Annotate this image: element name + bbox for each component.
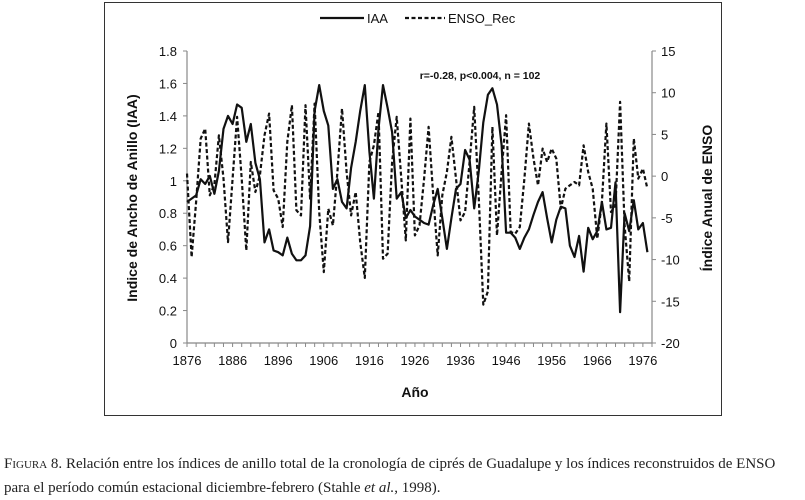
series-line-enso-rec: [185, 100, 649, 306]
series-line-iaa: [186, 83, 649, 314]
y-tick-label: 1.8: [159, 44, 177, 59]
y-tick-label: 1.2: [159, 141, 177, 156]
y-tick-label: 0: [170, 336, 177, 351]
chart: 1876 1886 1896 1906 1916 1926 1936 1946 1956 1966…: [124, 11, 715, 400]
y2-tick-label: 15: [661, 44, 675, 59]
y2-tick-label: -10: [661, 253, 680, 268]
y-tick-label: 0.2: [159, 304, 177, 319]
y-tick-label: 1: [170, 174, 177, 189]
y2-tick-label: -20: [661, 336, 680, 351]
x-axis-label: Año: [401, 384, 428, 400]
x-tick-label: 1976: [628, 353, 657, 368]
y-tick-label: 0.6: [159, 239, 177, 254]
x-tick-label: 1906: [309, 353, 338, 368]
y-tick-label: 0.8: [159, 206, 177, 221]
y2-tick-label: 5: [661, 127, 668, 142]
legend: IAA ENSO_Rec: [320, 11, 516, 26]
y2-tick-label: 10: [661, 86, 675, 101]
y-tick-label: 0.4: [159, 271, 177, 286]
x-tick-label: 1956: [537, 353, 566, 368]
series-lines: [185, 83, 649, 314]
x-tick-label: 1876: [173, 353, 202, 368]
y2-axis-label: Índice Anual de ENSO: [699, 125, 715, 272]
caption-text: , 1998).: [394, 480, 441, 496]
caption-label: Figura 8.: [4, 456, 63, 472]
caption-text: para el período común estacional diciemb…: [4, 480, 365, 496]
x-tick-label: 1886: [218, 353, 247, 368]
x-tick-label: 1896: [264, 353, 293, 368]
figure-caption: Figura 8. Relación entre los índices de …: [4, 452, 804, 500]
caption-enso: ENSO: [736, 456, 776, 472]
x-tick-label: 1946: [492, 353, 521, 368]
axes: 1876 1886 1896 1906 1916 1926 1936 1946 1956 1966…: [159, 44, 680, 368]
y2-tick-label: -15: [661, 294, 680, 309]
legend-iaa-label: IAA: [367, 11, 388, 26]
x-tick-label: 1916: [355, 353, 384, 368]
y-tick-label: 1.4: [159, 109, 177, 124]
correlation-annotation: r=-0.28, p<0.004, n = 102: [420, 70, 541, 82]
x-tick-label: 1966: [583, 353, 612, 368]
x-tick-label: 1926: [400, 353, 429, 368]
legend-enso-label: ENSO_Rec: [448, 11, 516, 26]
y2-tick-label: -5: [661, 211, 673, 226]
y2-tick-label: 0: [661, 169, 668, 184]
x-tick-label: 1936: [446, 353, 475, 368]
caption-etal: et al.: [364, 480, 395, 496]
figure-frame: [104, 2, 722, 416]
y-tick-label: 1.6: [159, 76, 177, 91]
y-axis-label: Indice de Ancho de Anillo (IAA): [124, 94, 140, 301]
caption-text: Relación entre los índices de anillo tot…: [62, 456, 737, 472]
